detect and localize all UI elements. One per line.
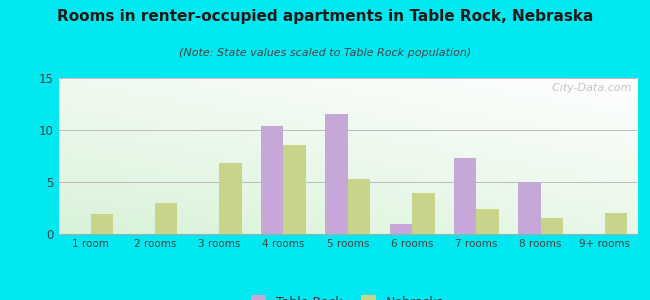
Bar	[518, 182, 541, 234]
Bar	[90, 214, 113, 234]
Bar	[325, 114, 348, 234]
Bar	[155, 203, 177, 234]
Bar	[605, 213, 627, 234]
Legend: Table Rock, Nebraska: Table Rock, Nebraska	[250, 295, 445, 300]
Bar	[454, 158, 476, 234]
Bar	[219, 163, 242, 234]
Bar	[348, 179, 370, 234]
Text: City-Data.com: City-Data.com	[545, 83, 631, 93]
Text: (Note: State values scaled to Table Rock population): (Note: State values scaled to Table Rock…	[179, 48, 471, 58]
Bar	[541, 218, 563, 234]
Bar	[476, 209, 499, 234]
Text: Rooms in renter-occupied apartments in Table Rock, Nebraska: Rooms in renter-occupied apartments in T…	[57, 9, 593, 24]
Bar	[261, 126, 283, 234]
Bar	[389, 224, 412, 234]
Bar	[283, 145, 306, 234]
Bar	[412, 194, 434, 234]
